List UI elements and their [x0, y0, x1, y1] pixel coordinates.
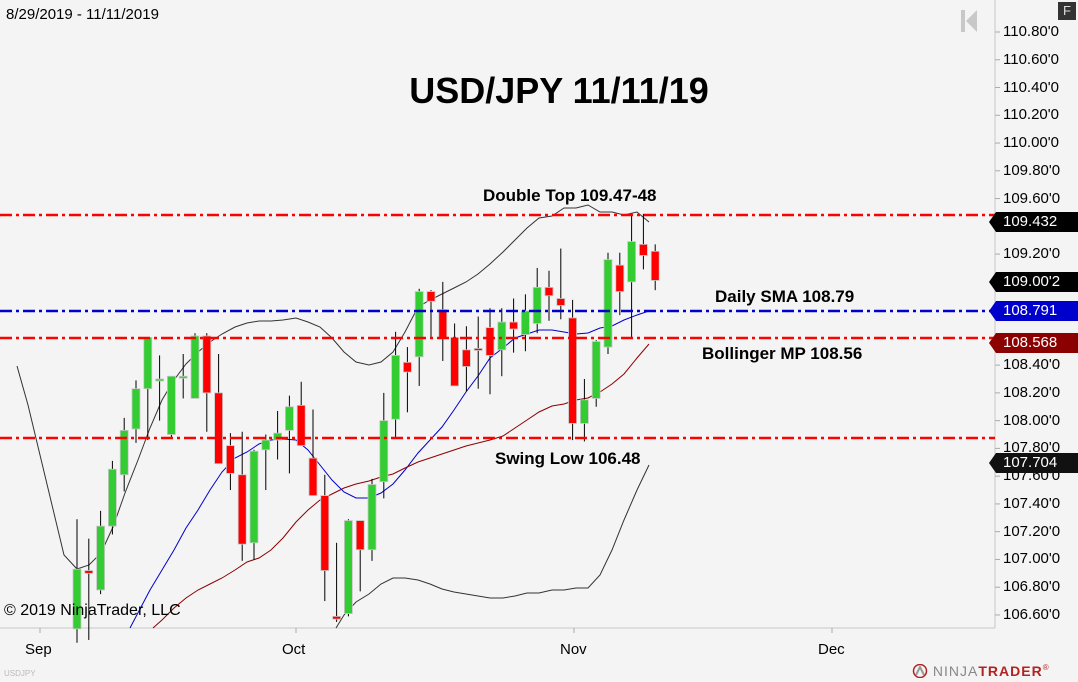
bollinger-lower-line [335, 464, 650, 629]
candle [108, 468, 117, 527]
candle [556, 298, 566, 306]
candle [237, 474, 247, 545]
y-tick-label: 110.40'0 [1003, 78, 1059, 96]
swing-low-annotation: Swing Low 106.48 [495, 449, 641, 468]
y-tick-label: 108.20'0 [1003, 383, 1061, 401]
candle [190, 335, 200, 399]
y-tick-label: 109.80'0 [1003, 161, 1061, 179]
swing-low-price-tag: 107.704 [989, 453, 1078, 473]
candle [639, 243, 648, 256]
candle [473, 348, 483, 351]
candle [355, 520, 365, 551]
scroll-to-start-icon[interactable] [961, 10, 977, 37]
x-tick-oct: Oct [282, 641, 306, 658]
candle [391, 355, 401, 420]
bollinger-mp-annotation: Bollinger MP 108.56 [702, 344, 863, 363]
date-range-label: 8/29/2019 - 11/11/2019 [6, 6, 159, 23]
candle [178, 375, 188, 379]
candle [580, 399, 589, 424]
candle [615, 264, 625, 292]
candle [461, 349, 471, 367]
y-tick-label: 108.40'0 [1003, 356, 1061, 374]
y-tick-label: 107.00'0 [1003, 550, 1061, 568]
x-tick-nov: Nov [560, 641, 587, 658]
candle [343, 520, 353, 614]
y-tick-label: 109.20'0 [1003, 245, 1061, 263]
candle [603, 259, 613, 348]
candle [96, 525, 105, 591]
candle [650, 250, 660, 281]
candle [332, 615, 342, 620]
candle [485, 327, 495, 356]
bollinger-middle-line [152, 343, 650, 629]
candle [166, 375, 176, 435]
double-top-price-tag: 109.432 [989, 212, 1078, 232]
x-tick-marks [39, 628, 833, 633]
candle [320, 495, 330, 571]
candle [521, 310, 530, 335]
y-tick-marks [995, 31, 1000, 616]
candle [497, 321, 507, 351]
double-top-annotation: Double Top 109.47-48 [483, 186, 657, 205]
y-tick-label: 106.60'0 [1003, 605, 1061, 623]
candle [143, 336, 153, 390]
instrument-symbol: USDJPY [4, 669, 36, 678]
y-tick-label: 109.60'0 [1003, 189, 1061, 207]
y-tick-label: 108.00'0 [1003, 411, 1061, 429]
y-tick-label: 110.20'0 [1003, 106, 1059, 124]
candle [379, 420, 389, 483]
y-tick-label: 107.40'0 [1003, 494, 1061, 512]
ninjatrader-logo-icon [912, 663, 928, 679]
candle [414, 291, 424, 358]
copyright-label: © 2019 NinjaTrader, LLC [4, 602, 181, 619]
y-tick-label: 110.00'0 [1003, 134, 1059, 152]
candle [509, 321, 519, 330]
candle [367, 484, 377, 551]
candle [402, 361, 412, 373]
y-tick-label: 107.20'0 [1003, 522, 1061, 540]
candle [84, 570, 94, 574]
candle [627, 241, 636, 283]
y-tick-label: 110.60'0 [1003, 50, 1059, 68]
sma-line [129, 310, 650, 629]
x-tick-sep: Sep [25, 641, 52, 658]
candle [450, 336, 460, 387]
candle [72, 568, 82, 630]
y-tick-label: 106.80'0 [1003, 578, 1061, 596]
candle [261, 439, 271, 451]
sma-price-tag: 108.791 [989, 301, 1078, 321]
daily-sma-annotation: Daily SMA 108.79 [715, 287, 855, 306]
candlestick-series [72, 213, 660, 643]
y-tick-label: 107.80'0 [1003, 439, 1061, 457]
candle [119, 429, 129, 476]
chart-title: USD/JPY 11/11/19 [409, 70, 709, 111]
f-button[interactable]: F [1058, 2, 1076, 20]
candle [296, 404, 306, 447]
last-price-tag: 109.00'2 [989, 272, 1078, 292]
x-tick-dec: Dec [818, 641, 845, 658]
logo-ninja-text: NINJA [932, 663, 979, 679]
candle [438, 309, 448, 340]
candle [131, 388, 141, 430]
candle [273, 432, 283, 441]
candle [155, 378, 165, 382]
candle [591, 341, 601, 399]
candle [202, 335, 212, 394]
candle [225, 445, 235, 474]
candle [308, 457, 318, 496]
logo-trader-text: TRADER [978, 663, 1043, 679]
y-tick-label: 110.80'0 [1003, 23, 1059, 40]
candle [544, 286, 554, 297]
candle [532, 286, 542, 324]
candle [426, 291, 436, 302]
candle [284, 406, 294, 431]
bollinger-price-tag: 108.568 [989, 333, 1078, 353]
candle [214, 392, 224, 465]
candle [568, 317, 577, 424]
candle [249, 450, 259, 544]
ninjatrader-logo: NINJATRADER® [912, 663, 1050, 679]
